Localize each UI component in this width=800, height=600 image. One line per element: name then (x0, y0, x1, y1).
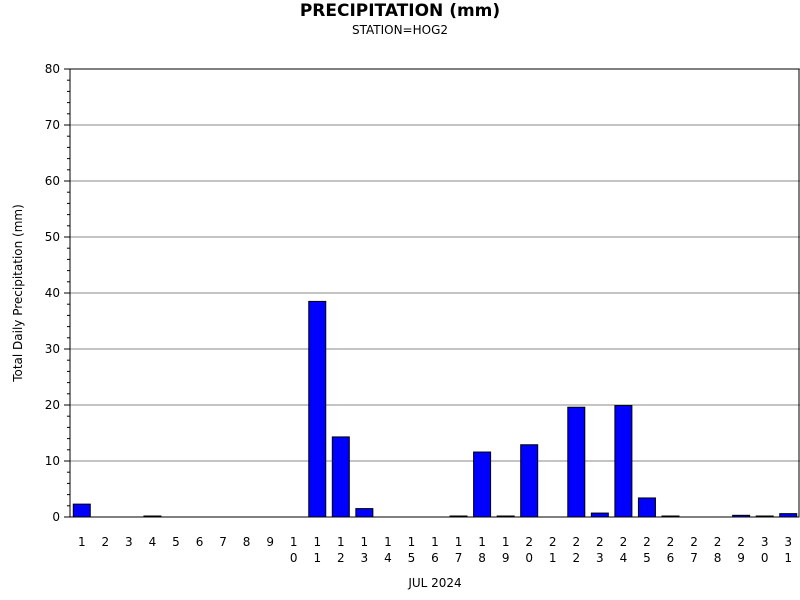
x-tick-label: 1 (290, 535, 298, 549)
bar-day-25 (637, 497, 656, 518)
x-tick-label: 3 (784, 535, 792, 549)
x-tick-label: 2 (337, 551, 345, 565)
x-tick-label: 2 (620, 535, 628, 549)
x-tick-label: 1 (313, 535, 321, 549)
x-tick-label: 1 (549, 551, 557, 565)
x-tick-label: 1 (384, 535, 392, 549)
x-tick-label: 0 (290, 551, 298, 565)
x-tick-label: 0 (761, 551, 769, 565)
x-tick-label: 6 (196, 535, 204, 549)
x-tick-label: 8 (714, 551, 722, 565)
y-tick-label: 20 (45, 398, 60, 412)
x-tick-label: 9 (502, 551, 510, 565)
x-tick-label: 7 (690, 551, 698, 565)
y-tick-label: 60 (45, 174, 60, 188)
x-tick-label: 3 (761, 535, 769, 549)
x-tick-label: 2 (690, 535, 698, 549)
x-tick-label: 3 (125, 535, 133, 549)
bar-day-11 (308, 300, 327, 518)
x-tick-label: 2 (525, 535, 533, 549)
bar-day-23 (590, 512, 609, 518)
x-tick-label: 9 (737, 551, 745, 565)
x-tick-label: 3 (361, 551, 369, 565)
x-tick-label: 4 (384, 551, 392, 565)
bar-day-22 (567, 406, 586, 518)
y-tick-label: 0 (52, 510, 60, 524)
x-tick-label: 2 (102, 535, 110, 549)
x-tick-label: 8 (478, 551, 486, 565)
bar-day-12 (331, 436, 350, 518)
x-tick-label: 4 (620, 551, 628, 565)
x-tick-label: 1 (431, 535, 439, 549)
y-tick-label: 50 (45, 230, 60, 244)
bar-day-24 (614, 405, 633, 518)
x-axis-label: JUL 2024 (407, 576, 461, 590)
x-tick-label: 2 (714, 535, 722, 549)
x-tick-label: 2 (737, 535, 745, 549)
bar-day-18 (473, 451, 492, 518)
x-tick-label: 6 (667, 551, 675, 565)
x-tick-label: 0 (525, 551, 533, 565)
y-axis-label: Total Daily Precipitation (mm) (11, 204, 25, 383)
x-tick-label: 2 (596, 535, 604, 549)
bar-day-20 (520, 444, 539, 518)
x-tick-label: 1 (313, 551, 321, 565)
x-tick-label: 1 (784, 551, 792, 565)
x-tick-label: 1 (78, 535, 86, 549)
x-tick-label: 1 (361, 535, 369, 549)
x-tick-label: 8 (243, 535, 251, 549)
bar-day-31 (779, 513, 798, 518)
x-tick-label: 1 (478, 535, 486, 549)
x-tick-label: 2 (572, 551, 580, 565)
x-tick-label: 2 (572, 535, 580, 549)
y-tick-label: 70 (45, 118, 60, 132)
x-tick-label: 2 (643, 535, 651, 549)
x-tick-label: 1 (408, 535, 416, 549)
x-tick-label: 2 (667, 535, 675, 549)
x-tick-label: 5 (172, 535, 180, 549)
y-tick-label: 40 (45, 286, 60, 300)
y-tick-label: 80 (45, 62, 60, 76)
y-tick-label: 10 (45, 454, 60, 468)
x-tick-label: 3 (596, 551, 604, 565)
chart-subtitle: STATION=HOG2 (351, 23, 449, 37)
x-tick-label: 1 (502, 535, 510, 549)
x-tick-label: 5 (408, 551, 416, 565)
x-tick-label: 7 (455, 551, 463, 565)
x-tick-label: 4 (149, 535, 157, 549)
y-tick-label: 30 (45, 342, 60, 356)
bar-day-1 (72, 503, 91, 518)
x-tick-label: 9 (266, 535, 274, 549)
x-tick-label: 1 (455, 535, 463, 549)
chart-title: PRECIPITATION (mm) (299, 1, 501, 21)
x-tick-label: 7 (219, 535, 227, 549)
bar-day-13 (355, 508, 374, 518)
x-tick-label: 6 (431, 551, 439, 565)
x-tick-label: 2 (549, 535, 557, 549)
x-tick-label: 1 (337, 535, 345, 549)
x-tick-label: 5 (643, 551, 651, 565)
